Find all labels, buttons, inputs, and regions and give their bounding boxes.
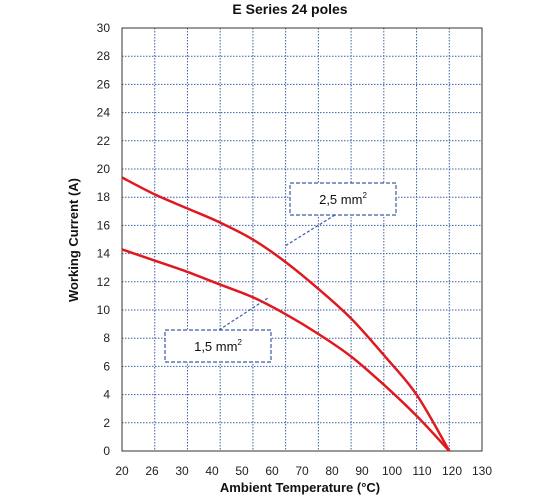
y-tick-label: 2: [103, 416, 110, 430]
y-tick-label: 0: [103, 444, 110, 458]
legend-1-5-mm2-label: 1,5 mm2: [194, 338, 242, 354]
tick-labels: 20 26 30 40 50 60 70 80 90 100 110 120 1300246810121…: [97, 21, 493, 478]
y-tick-label: 18: [97, 190, 111, 204]
y-tick-label: 20: [97, 162, 111, 176]
series: [121, 176, 451, 452]
y-tick-label: 12: [97, 275, 111, 289]
x-tick-label: 110: [412, 464, 431, 478]
y-tick-label: 14: [97, 247, 111, 261]
x-tick-label: 60: [265, 464, 279, 478]
y-tick-label: 24: [97, 106, 111, 120]
plot-frame: [121, 27, 483, 452]
x-tick-label: 80: [325, 464, 339, 478]
x-tick-label: 26: [145, 464, 159, 478]
legend-leader-line: [218, 297, 269, 331]
y-tick-label: 6: [103, 359, 110, 373]
x-tick-label: 40: [205, 464, 219, 478]
legend-1-5-mm2-box: [164, 329, 272, 363]
legend-leader-line: [284, 214, 336, 247]
grid: [122, 28, 482, 451]
series-line-1-5-mm2: [121, 248, 451, 452]
y-tick-label: 30: [97, 21, 111, 35]
x-tick-label: 70: [295, 464, 309, 478]
chart-title: E Series 24 poles: [232, 1, 347, 17]
x-tick-label: 100: [382, 464, 402, 478]
y-tick-label: 10: [97, 303, 111, 317]
y-tick-label: 8: [103, 331, 110, 345]
y-tick-label: 26: [97, 77, 111, 91]
y-axis-label: Working Current (A): [66, 178, 81, 302]
x-tick-label: 90: [355, 464, 369, 478]
x-tick-label: 50: [235, 464, 249, 478]
y-tick-label: 4: [103, 388, 110, 402]
callouts: 2,5 mm2 1,5 mm2: [164, 182, 397, 363]
y-tick-label: 28: [97, 49, 111, 63]
y-tick-label: 16: [97, 218, 111, 232]
x-tick-label: 130: [472, 464, 492, 478]
x-tick-label: 120: [442, 464, 462, 478]
x-axis-label: Ambient Temperature (°C): [220, 480, 380, 495]
legend-2-5-mm2-label: 2,5 mm2: [319, 191, 367, 207]
x-tick-label: 20: [115, 464, 129, 478]
y-tick-label: 22: [97, 134, 111, 148]
x-tick-label: 30: [175, 464, 189, 478]
series-line-2-5-mm2: [121, 176, 451, 452]
legend-2-5-mm2-box: [289, 182, 397, 216]
